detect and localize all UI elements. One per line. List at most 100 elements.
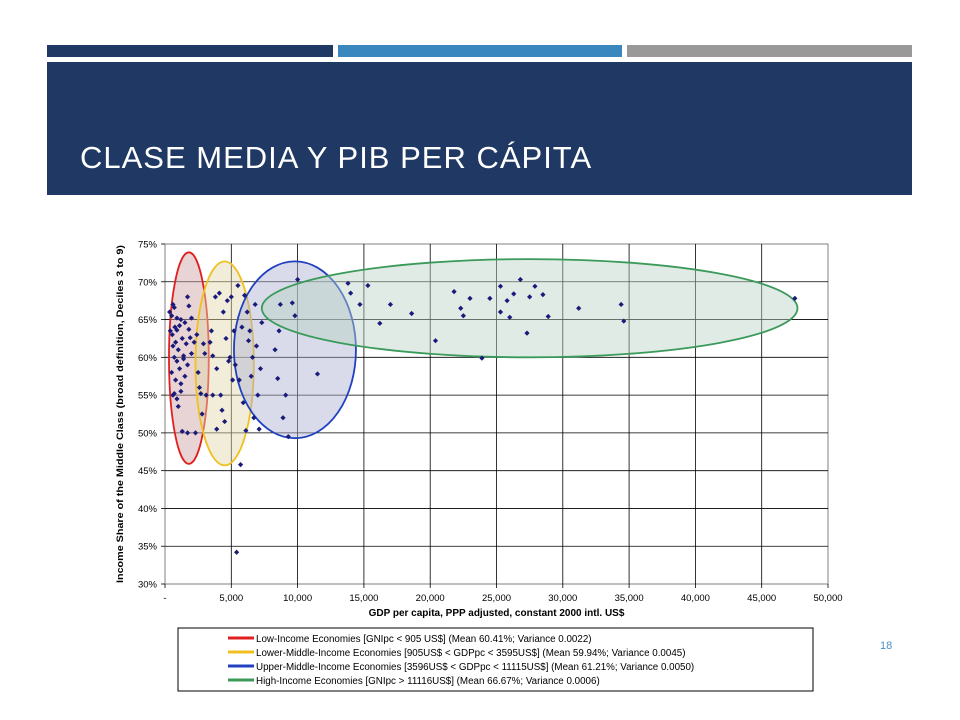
data-point <box>167 309 173 315</box>
data-point <box>285 434 291 440</box>
y-tick-label: 35% <box>138 542 158 553</box>
y-tick-label: 75% <box>138 240 158 251</box>
data-point <box>275 375 281 382</box>
data-point <box>272 347 278 353</box>
data-point <box>176 323 183 329</box>
data-point <box>618 301 624 308</box>
data-point <box>621 318 627 324</box>
data-point <box>247 328 253 334</box>
data-point <box>252 301 258 308</box>
data-point <box>256 426 262 432</box>
data-point <box>236 377 242 383</box>
data-point <box>228 294 234 300</box>
data-point <box>195 369 201 376</box>
data-point <box>203 392 209 398</box>
data-point <box>167 328 173 334</box>
data-point <box>507 314 513 320</box>
data-point <box>235 282 241 289</box>
data-point <box>517 276 523 283</box>
data-point <box>277 301 283 308</box>
data-point <box>241 292 248 298</box>
data-point <box>169 313 175 319</box>
y-tick-label: 45% <box>138 466 158 477</box>
data-point <box>387 301 394 308</box>
data-point <box>169 332 175 338</box>
accent-bar-1 <box>47 45 333 57</box>
data-point <box>245 338 252 344</box>
data-point <box>409 310 415 317</box>
data-point <box>451 289 457 295</box>
data-point <box>280 415 286 421</box>
data-point <box>196 384 203 391</box>
data-point <box>314 371 321 377</box>
data-point <box>200 341 207 347</box>
data-point <box>178 381 184 387</box>
x-tick-label: 5,000 <box>219 593 243 604</box>
slide-title: CLASE MEDIA Y PIB PER CÁPITA <box>80 140 593 175</box>
data-point <box>214 426 220 432</box>
y-tick-label: 30% <box>138 580 158 591</box>
data-point <box>176 366 183 372</box>
accent-bar-3 <box>627 45 912 57</box>
data-point <box>295 276 301 283</box>
data-point <box>251 415 257 421</box>
y-tick-label: 65% <box>138 315 158 326</box>
data-point <box>234 549 240 555</box>
data-point <box>479 355 485 361</box>
data-point <box>232 362 238 368</box>
data-point <box>175 403 181 410</box>
series-ellipse-4 <box>260 258 799 359</box>
data-point <box>239 324 245 330</box>
data-point <box>511 291 517 297</box>
data-point <box>458 305 464 311</box>
data-point <box>226 358 232 364</box>
data-point <box>524 330 530 336</box>
data-point <box>219 407 225 413</box>
y-tick-label: 50% <box>138 428 158 439</box>
data-point <box>199 411 205 417</box>
data-point <box>348 290 354 296</box>
y-tick-label: 70% <box>138 277 158 288</box>
data-point <box>345 280 351 286</box>
data-point <box>248 373 254 379</box>
data-point <box>180 353 187 359</box>
data-point <box>237 462 244 468</box>
data-point <box>175 347 181 353</box>
data-point <box>188 315 195 321</box>
data-point <box>253 343 260 349</box>
data-point <box>192 430 199 436</box>
data-point <box>186 303 192 309</box>
data-point <box>218 392 224 398</box>
x-tick-label: 10,000 <box>283 593 312 604</box>
data-point <box>187 335 193 341</box>
data-point <box>171 391 177 397</box>
data-point <box>174 358 180 364</box>
data-point <box>222 418 228 425</box>
data-point <box>497 309 504 315</box>
data-point <box>365 282 371 289</box>
data-point <box>576 305 582 311</box>
data-point <box>240 400 246 406</box>
data-point <box>208 328 215 334</box>
data-point <box>184 430 191 436</box>
data-point <box>216 290 222 296</box>
x-tick-label: 50,000 <box>813 593 842 604</box>
data-point <box>210 392 216 398</box>
data-point <box>214 366 220 372</box>
data-point <box>207 339 213 345</box>
data-point <box>289 300 295 306</box>
data-point <box>188 350 195 357</box>
data-point <box>172 324 178 330</box>
data-point <box>174 315 180 321</box>
data-point <box>792 295 798 301</box>
x-tick-label: 30,000 <box>548 593 577 604</box>
data-point <box>178 388 184 394</box>
data-point <box>212 294 218 300</box>
data-point <box>460 313 466 319</box>
data-point <box>357 301 363 308</box>
data-point <box>179 428 185 434</box>
x-tick-label: 35,000 <box>615 593 644 604</box>
x-tick-label: 25,000 <box>482 593 511 604</box>
x-tick-label: 20,000 <box>416 593 445 604</box>
